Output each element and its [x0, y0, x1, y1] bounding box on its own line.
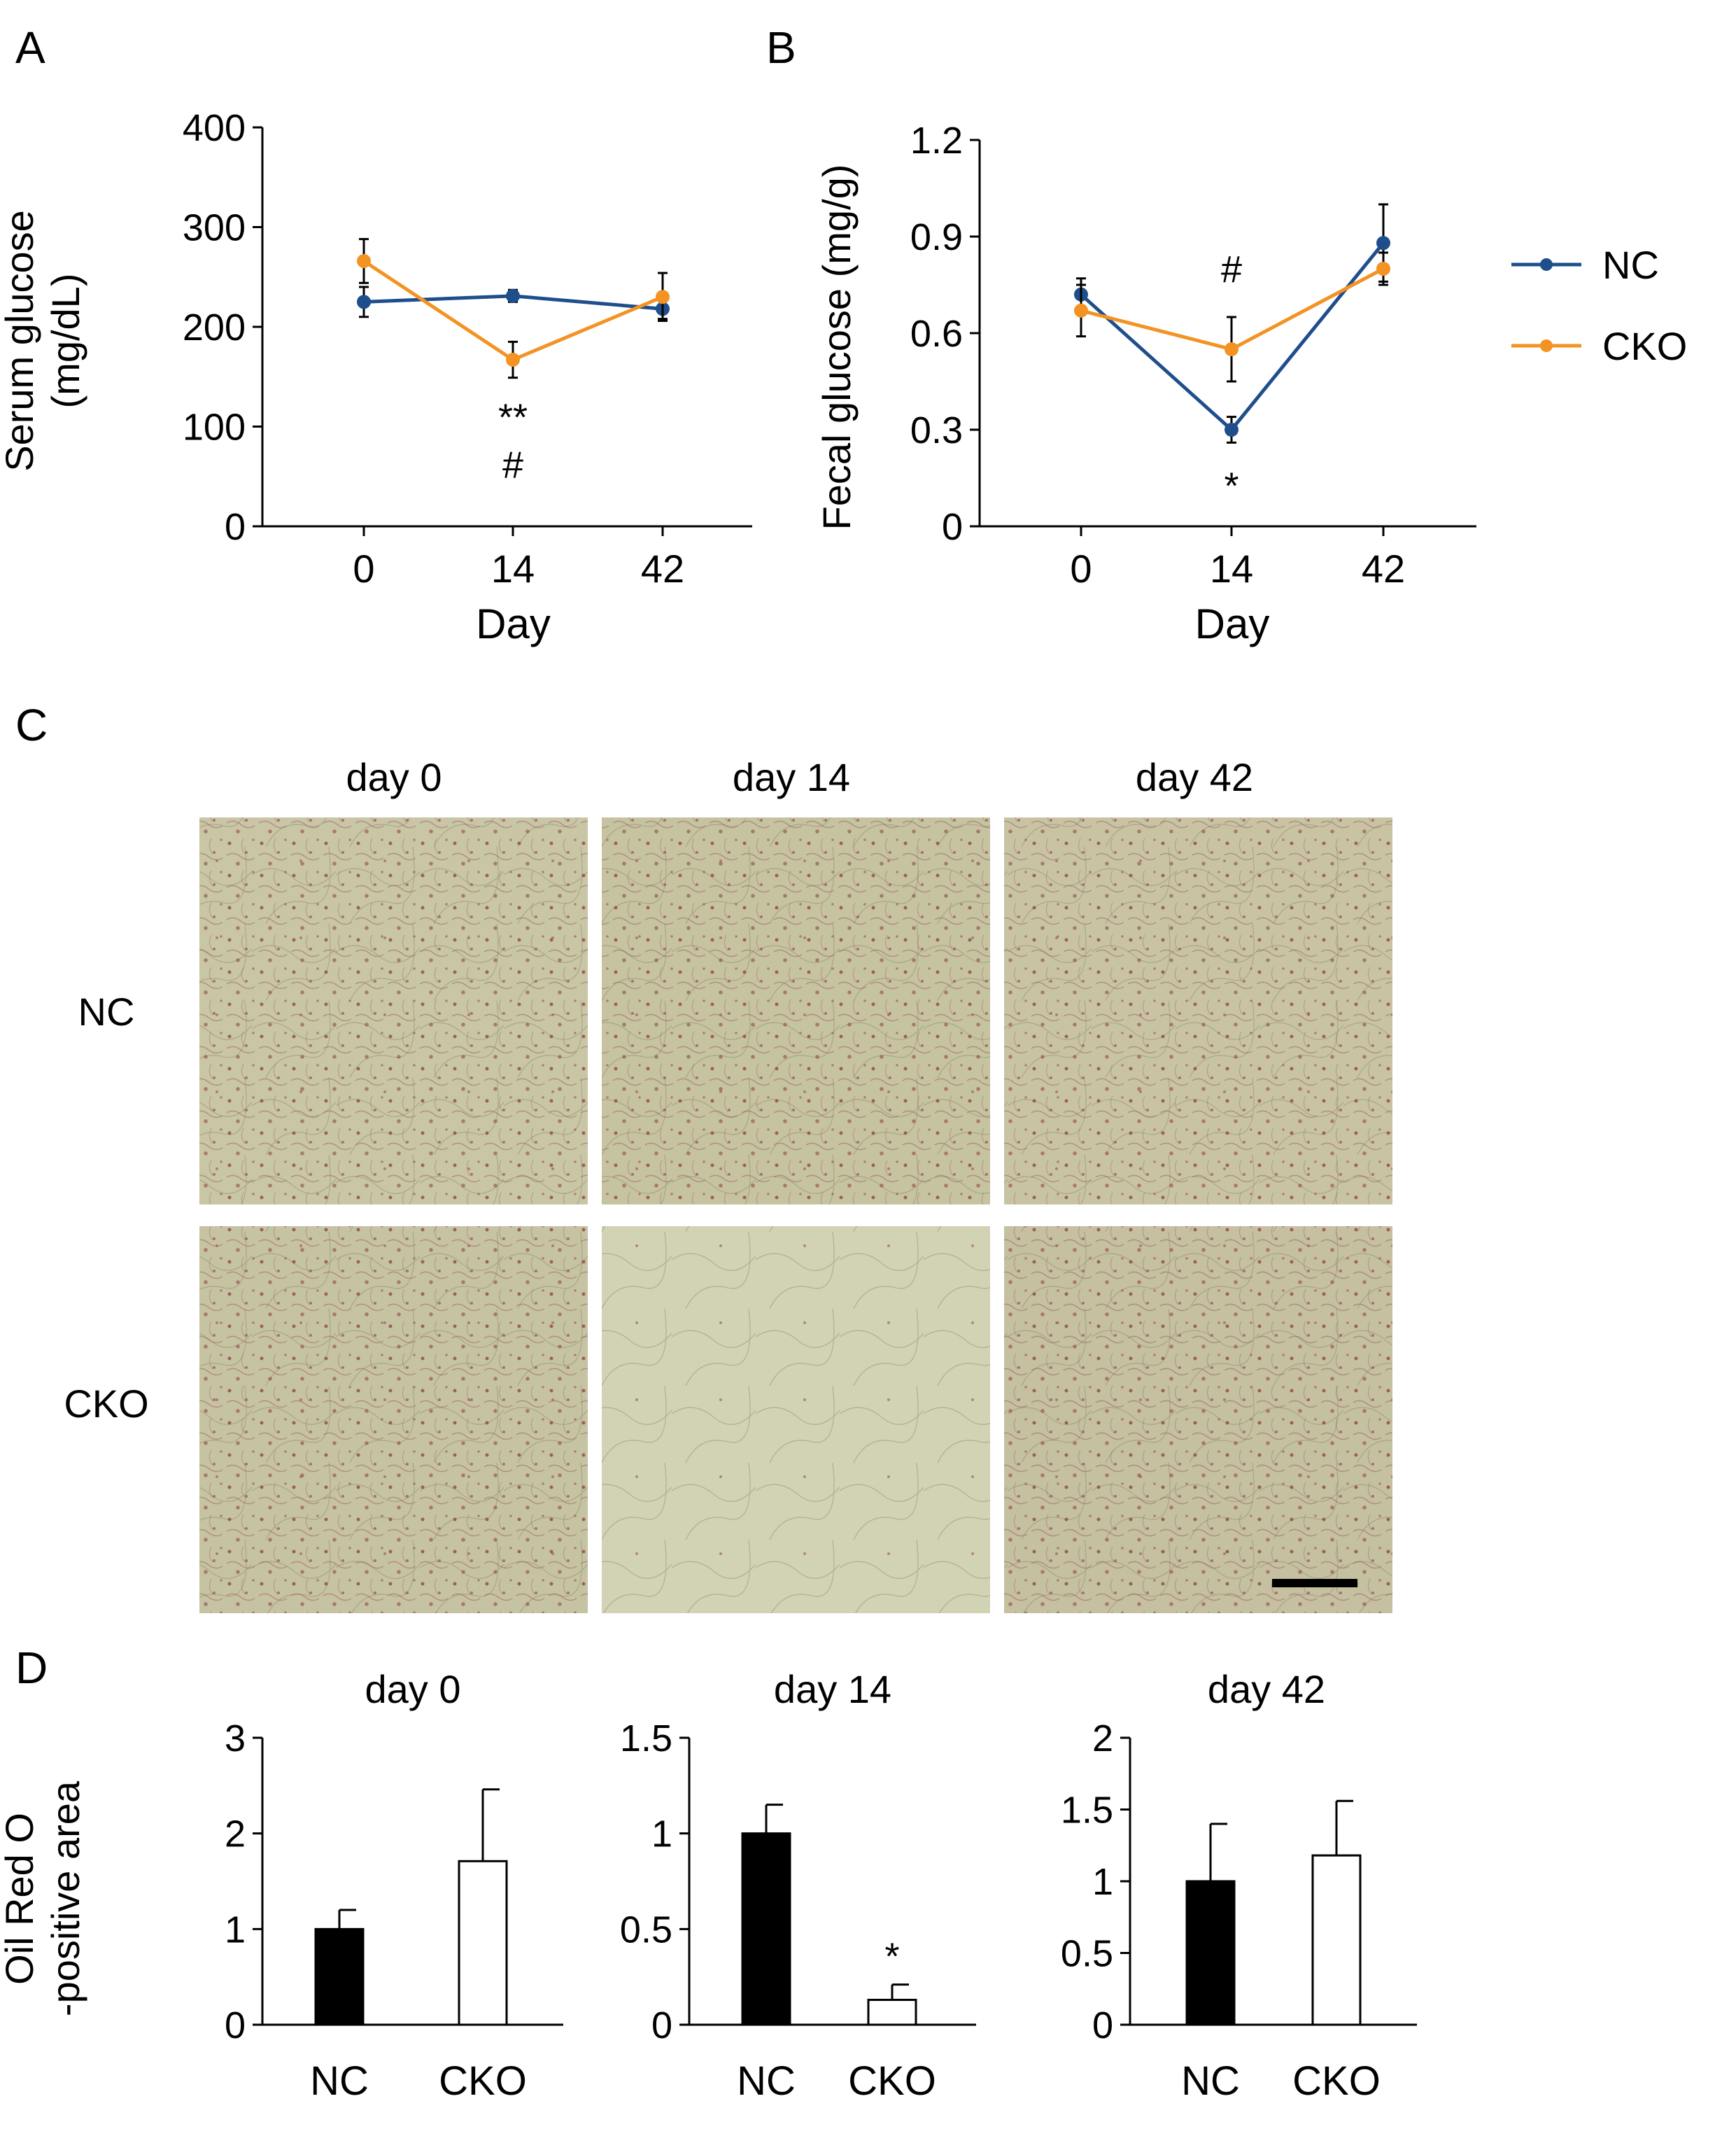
y-tick-label: 0.9 — [910, 216, 963, 258]
chart-title: day 0 — [365, 1667, 461, 1711]
oil-red-day14-chart: 0 0.5 1 1.5 day 14 NC CKO * — [620, 1667, 976, 2104]
y-tick-label: 0 — [1092, 2004, 1113, 2046]
x-tick-label: CKO — [439, 2058, 527, 2104]
data-point — [1376, 236, 1390, 251]
fecal-glucose-chart: 0 0.3 0.6 0.9 1.2 0 14 42 Day Fecal glucose (mg/g… — [814, 120, 1476, 647]
legend-marker-cko — [1540, 339, 1553, 352]
panel-label-d: D — [15, 1643, 48, 1693]
data-point — [357, 253, 371, 268]
x-tick-label: CKO — [848, 2058, 936, 2104]
panel-label-c: C — [15, 700, 48, 750]
micrograph-nc-day14 — [602, 817, 990, 1204]
column-label-day0: day 0 — [346, 755, 442, 799]
micrograph-grid: day 0 day 14 day 42 NC CKO — [64, 755, 1392, 1613]
data-point — [1225, 423, 1239, 437]
y-tick-label: 100 — [183, 407, 246, 449]
y-tick-label: 0.6 — [910, 313, 963, 355]
significance-mark: # — [1221, 248, 1242, 290]
data-point — [1225, 342, 1239, 356]
micrograph-nc-day0 — [199, 817, 588, 1204]
y-tick-label: 2 — [225, 1813, 246, 1855]
x-tick-label: NC — [310, 2058, 369, 2104]
legend-marker-nc — [1540, 258, 1553, 271]
y-tick-label: 0.5 — [620, 1909, 672, 1951]
y-tick-label: 0 — [225, 2004, 246, 2046]
y-tick-label: 200 — [183, 307, 246, 349]
column-label-day42: day 42 — [1136, 755, 1253, 799]
micrograph-nc-day42 — [1004, 817, 1392, 1204]
y-tick-label: 0 — [651, 2004, 672, 2046]
panel-label-a: A — [15, 22, 45, 73]
x-tick-label: 0 — [1070, 547, 1092, 591]
bar — [741, 1832, 791, 2026]
row-label-nc: NC — [78, 990, 135, 1034]
x-tick-label: 14 — [491, 547, 535, 591]
micrograph-cko-day14 — [602, 1226, 990, 1613]
y-axis-label: Oil Red O-positive area — [0, 1780, 87, 2016]
data-point — [357, 295, 371, 309]
x-tick-label: NC — [737, 2058, 796, 2104]
bar — [1185, 1880, 1236, 2026]
x-axis-label: Day — [476, 600, 551, 647]
x-tick-label: 42 — [641, 547, 684, 591]
serum-glucose-chart: 0 100 200 300 400 0 14 42 Day Serum glucose(mg/dL… — [0, 107, 752, 647]
y-tick-label: 0.5 — [1061, 1933, 1113, 1975]
y-tick-label: 1.5 — [620, 1717, 672, 1759]
y-tick-label: 0.3 — [910, 409, 963, 451]
y-tick-label: 1 — [651, 1813, 672, 1855]
data-point — [656, 290, 670, 304]
bar — [1311, 1854, 1362, 2026]
y-tick-label: 400 — [183, 107, 246, 149]
oil-red-day0-chart: 0 1 2 3 day 0 Oil Red O-positive area NC CKO — [0, 1667, 563, 2104]
data-point — [1074, 303, 1088, 318]
panel-label-b: B — [766, 22, 796, 73]
legend-label-cko: CKO — [1602, 324, 1687, 368]
x-tick-label: 0 — [353, 547, 374, 591]
y-tick-label: 300 — [183, 207, 246, 249]
significance-mark: ** — [498, 397, 528, 439]
bar — [867, 1998, 917, 2026]
bar — [314, 1927, 365, 2026]
chart-title: day 42 — [1208, 1667, 1325, 1711]
y-axis-label: Serum glucose(mg/dL) — [0, 210, 87, 472]
y-tick-label: 0 — [942, 506, 963, 548]
y-tick-label: 1.2 — [910, 120, 963, 162]
legend: NC CKO — [1511, 243, 1687, 368]
x-tick-label: NC — [1181, 2058, 1240, 2104]
x-tick-label: 42 — [1362, 547, 1405, 591]
significance-mark: * — [884, 1936, 899, 1978]
y-tick-label: 1.5 — [1061, 1790, 1113, 1832]
legend-label-nc: NC — [1602, 243, 1659, 287]
row-label-cko: CKO — [64, 1382, 148, 1426]
y-tick-label: 3 — [225, 1717, 246, 1759]
x-tick-label: 14 — [1210, 547, 1253, 591]
significance-mark: * — [1224, 465, 1239, 507]
y-tick-label: 2 — [1092, 1717, 1113, 1759]
y-axis-label: Fecal glucose (mg/g) — [814, 164, 859, 531]
bar — [458, 1860, 508, 2026]
micrograph-cko-day42 — [1004, 1226, 1392, 1613]
significance-mark: # — [502, 444, 523, 486]
y-tick-label: 0 — [225, 506, 246, 548]
x-axis-label: Day — [1195, 600, 1270, 647]
chart-title: day 14 — [774, 1667, 891, 1711]
oil-red-day42-chart: 0 0.5 1 1.5 2 day 42 NC CKO — [1061, 1667, 1417, 2104]
data-point — [506, 353, 520, 367]
data-point — [506, 288, 520, 303]
y-tick-label: 1 — [1092, 1861, 1113, 1903]
y-tick-label: 1 — [225, 1909, 246, 1951]
column-label-day14: day 14 — [733, 755, 850, 799]
micrograph-cko-day0 — [199, 1226, 588, 1613]
data-point — [1376, 262, 1390, 276]
x-tick-label: CKO — [1292, 2058, 1381, 2104]
